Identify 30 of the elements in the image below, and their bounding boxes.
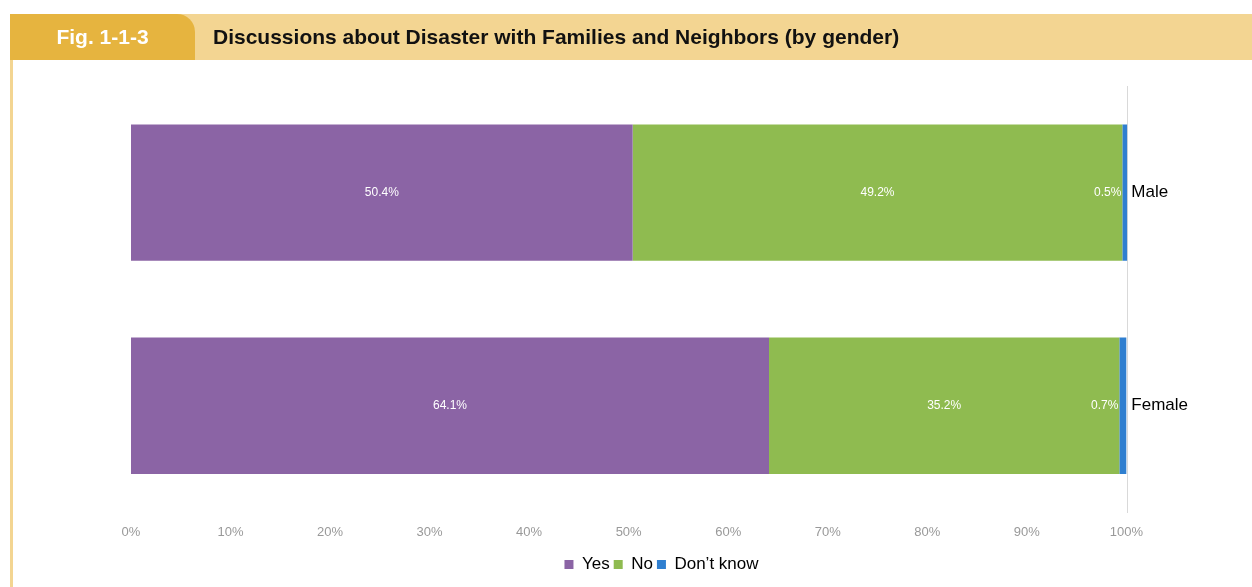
- x-tick-label: 70%: [814, 523, 842, 539]
- data-label: 0.5%: [1093, 184, 1122, 199]
- x-tick-label: 90%: [1013, 523, 1041, 539]
- x-tick-label: 50%: [615, 523, 643, 539]
- data-label: 64.1%: [432, 398, 468, 413]
- data-label: 50.4%: [364, 184, 400, 199]
- y-tick-label: Male: [1131, 182, 1169, 202]
- bar: [1122, 124, 1128, 261]
- x-tick-label: 80%: [914, 523, 941, 539]
- x-tick-label: 30%: [416, 523, 444, 539]
- x-tick-label: 0%: [121, 523, 141, 539]
- bar: [131, 337, 769, 475]
- data-label: 35.2%: [927, 398, 962, 413]
- x-tick-label: 10%: [217, 523, 244, 539]
- legend-label: Don’t know: [674, 554, 760, 574]
- chart-title: Discussions about Disaster with Families and Neighbors (by gender): [213, 24, 900, 50]
- x-tick-label: 40%: [516, 523, 543, 539]
- x-tick-label: 60%: [715, 523, 742, 539]
- data-label: 49.2%: [860, 184, 895, 199]
- bar: [769, 337, 1120, 475]
- bar: [1119, 337, 1127, 475]
- legend-label: Yes: [581, 554, 610, 574]
- x-tick-label: 20%: [317, 523, 344, 539]
- bar: [131, 124, 633, 261]
- legend-label: No: [631, 554, 653, 574]
- bar: [632, 124, 1123, 261]
- y-tick-label: Female: [1131, 395, 1188, 415]
- x-tick-label: 100%: [1109, 523, 1144, 539]
- caption: Fig. 1-1-3: [10, 14, 195, 60]
- data-label: 0.7%: [1090, 398, 1119, 413]
